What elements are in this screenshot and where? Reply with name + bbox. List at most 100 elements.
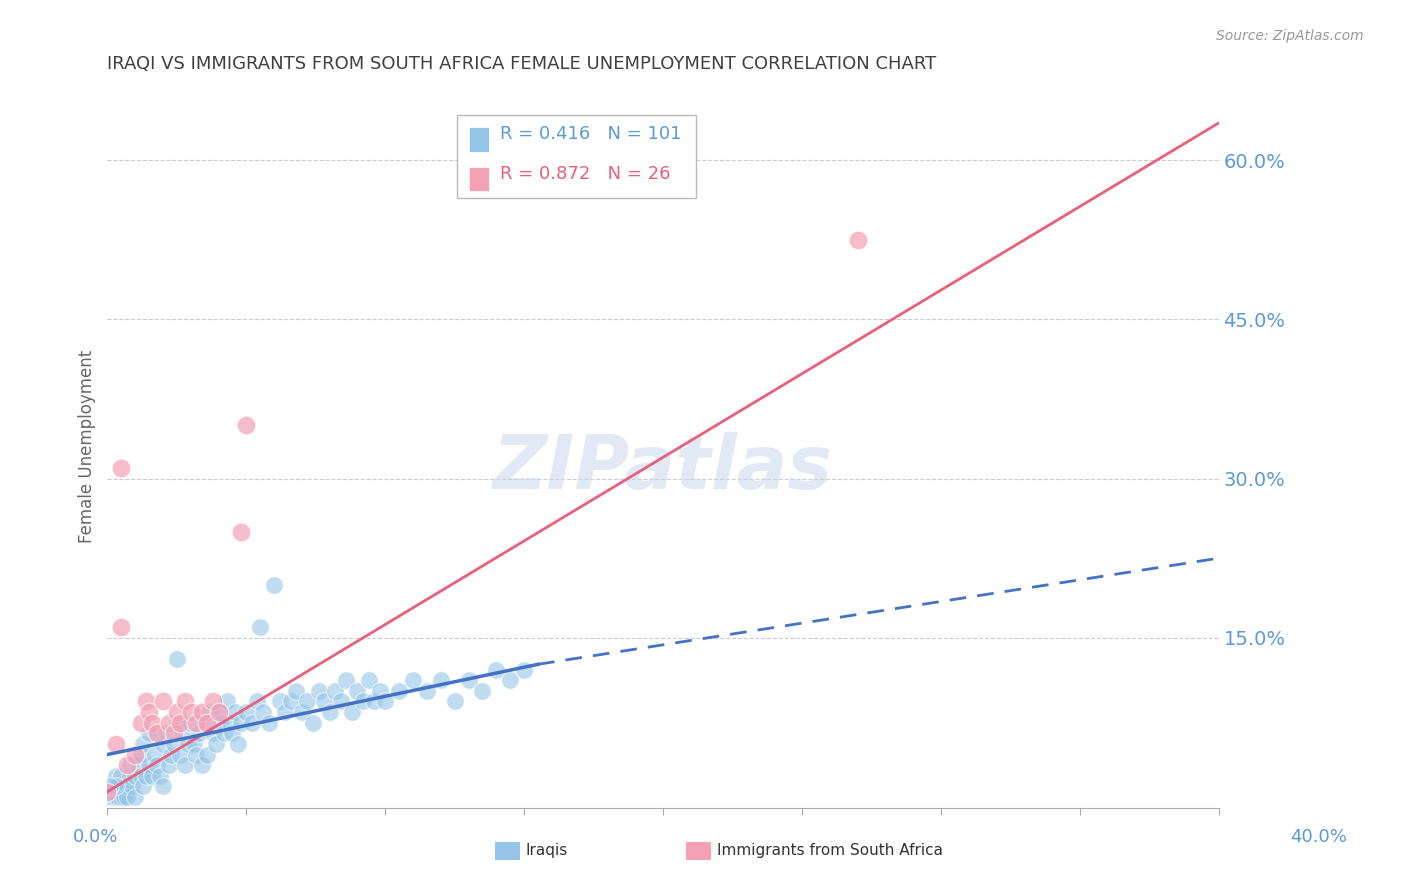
Point <box>138 726 160 740</box>
Y-axis label: Female Unemployment: Female Unemployment <box>79 350 96 543</box>
Point <box>346 683 368 698</box>
Point <box>157 758 180 772</box>
Point <box>124 789 146 804</box>
Point <box>163 726 186 740</box>
Point <box>98 780 121 794</box>
Point <box>368 683 391 698</box>
Point <box>110 789 132 804</box>
Point <box>149 769 172 783</box>
Point <box>155 726 177 740</box>
Point <box>174 758 197 772</box>
Point <box>269 694 291 708</box>
Point <box>107 780 129 794</box>
Point <box>188 726 211 740</box>
Point <box>471 683 494 698</box>
Point <box>110 461 132 475</box>
Text: IRAQI VS IMMIGRANTS FROM SOUTH AFRICA FEMALE UNEMPLOYMENT CORRELATION CHART: IRAQI VS IMMIGRANTS FROM SOUTH AFRICA FE… <box>107 55 936 73</box>
Point <box>152 694 174 708</box>
Point <box>329 694 352 708</box>
Point <box>132 780 155 794</box>
Point <box>101 789 124 804</box>
Point <box>201 694 224 708</box>
Point <box>240 715 263 730</box>
Point <box>274 705 297 719</box>
Point <box>177 737 200 751</box>
Point <box>209 715 232 730</box>
Point <box>235 418 257 433</box>
Point <box>107 789 129 804</box>
Point <box>124 769 146 783</box>
Point <box>183 737 205 751</box>
Text: R = 0.416   N = 101: R = 0.416 N = 101 <box>499 125 681 143</box>
Point <box>229 524 252 539</box>
Point <box>166 715 188 730</box>
Point <box>152 780 174 794</box>
Point <box>207 705 229 719</box>
Point <box>246 694 269 708</box>
Point <box>166 705 188 719</box>
Point <box>121 780 143 794</box>
Point <box>257 715 280 730</box>
Point <box>218 715 240 730</box>
Point <box>104 769 127 783</box>
Text: ZIPatlas: ZIPatlas <box>494 432 832 505</box>
Point <box>132 737 155 751</box>
Point <box>104 789 127 804</box>
Point <box>197 747 219 762</box>
Text: Iraqis: Iraqis <box>526 844 568 858</box>
Point <box>388 683 411 698</box>
Point <box>96 789 118 804</box>
Point <box>110 769 132 783</box>
Point <box>285 683 308 698</box>
Point <box>138 758 160 772</box>
Point <box>215 694 238 708</box>
Point <box>180 715 202 730</box>
Point <box>191 758 214 772</box>
Text: R = 0.872   N = 26: R = 0.872 N = 26 <box>499 165 671 184</box>
Point <box>143 747 166 762</box>
Point <box>280 694 302 708</box>
Point <box>115 758 138 772</box>
Point <box>207 705 229 719</box>
Point <box>263 577 285 591</box>
Point <box>104 737 127 751</box>
Point <box>229 715 252 730</box>
Point <box>127 758 149 772</box>
Point <box>146 758 169 772</box>
Point <box>186 747 208 762</box>
Text: Source: ZipAtlas.com: Source: ZipAtlas.com <box>1216 29 1364 43</box>
Point <box>374 694 396 708</box>
Point <box>115 789 138 804</box>
Point <box>166 652 188 666</box>
Text: 40.0%: 40.0% <box>1291 828 1347 846</box>
Point <box>104 780 127 794</box>
Point <box>157 715 180 730</box>
Point <box>138 705 160 719</box>
Point <box>129 747 152 762</box>
FancyBboxPatch shape <box>468 128 488 152</box>
Point <box>201 726 224 740</box>
Point <box>513 663 536 677</box>
Point <box>308 683 330 698</box>
Point <box>160 747 183 762</box>
Point <box>352 694 374 708</box>
Point <box>340 705 363 719</box>
Point <box>174 694 197 708</box>
Point <box>112 789 135 804</box>
Point <box>443 694 465 708</box>
Point <box>226 737 249 751</box>
Point <box>485 663 508 677</box>
Point <box>118 769 141 783</box>
Text: 0.0%: 0.0% <box>73 828 118 846</box>
Point <box>129 715 152 730</box>
Point <box>172 726 194 740</box>
Point <box>180 705 202 719</box>
Point <box>197 715 219 730</box>
Point <box>98 785 121 799</box>
Point <box>291 705 314 719</box>
Text: Immigrants from South Africa: Immigrants from South Africa <box>717 844 943 858</box>
Point <box>204 737 226 751</box>
Point <box>499 673 522 688</box>
Point <box>163 737 186 751</box>
Point <box>124 747 146 762</box>
